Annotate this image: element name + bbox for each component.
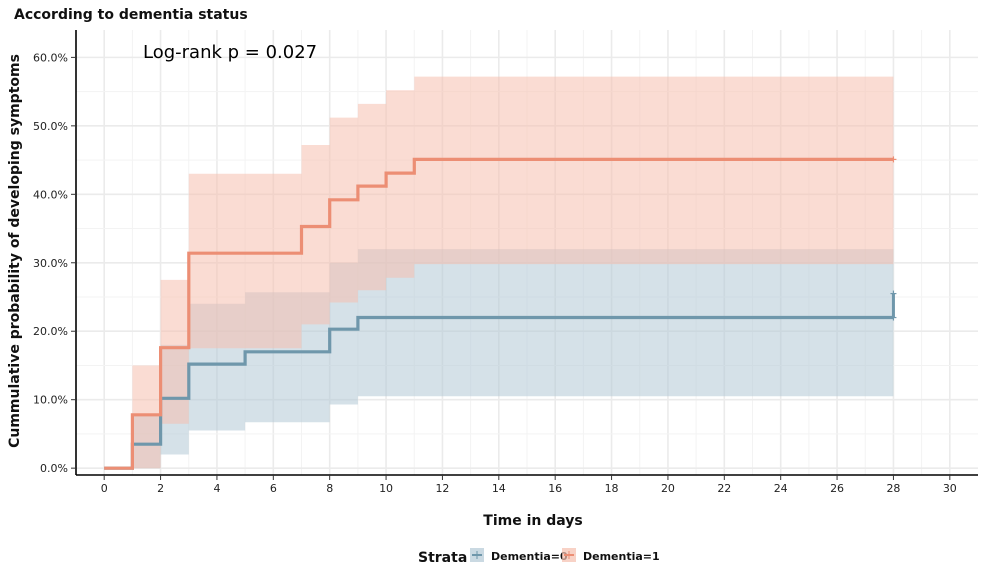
x-tick-label: 22: [717, 482, 731, 495]
x-tick-label: 24: [774, 482, 788, 495]
y-tick-label: 30.0%: [33, 257, 68, 270]
y-tick-label: 0.0%: [40, 462, 68, 475]
x-tick-label: 10: [379, 482, 393, 495]
x-tick-label: 20: [661, 482, 675, 495]
y-tick-label: 50.0%: [33, 120, 68, 133]
legend-title: Strata: [418, 550, 467, 566]
y-tick-label: 20.0%: [33, 325, 68, 338]
y-tick-label: 60.0%: [33, 51, 68, 64]
axes: [71, 30, 978, 480]
x-tick-label: 14: [492, 482, 506, 495]
y-tick-label: 10.0%: [33, 394, 68, 407]
x-tick-label: 0: [101, 482, 108, 495]
x-tick-label: 26: [830, 482, 844, 495]
x-tick-label: 2: [157, 482, 164, 495]
logrank-annotation: Log-rank p = 0.027: [143, 42, 317, 63]
x-tick-label: 6: [270, 482, 277, 495]
curve-dementia-1: [104, 157, 894, 470]
x-tick-label: 18: [605, 482, 619, 495]
x-tick-label: 12: [435, 482, 449, 495]
y-tick-label: 40.0%: [33, 188, 68, 201]
legend-label-dementia-1: Dementia=1: [583, 550, 660, 563]
survival-curves: [104, 156, 897, 470]
x-tick-label: 4: [213, 482, 220, 495]
confidence-bands: [104, 76, 894, 469]
curve-dementia-0: [104, 315, 894, 470]
x-tick-label: 30: [943, 482, 957, 495]
legend: Strata Dementia=0 Dementia=1: [418, 548, 660, 566]
tick-labels: 0 2 4 6 8 10 12 14 16 18 20 22 24 26 28 300.0%10.0%20.0…: [33, 51, 957, 495]
y-axis-label: Cummulative probability of developing sy…: [7, 54, 23, 448]
chart-title: According to dementia status: [14, 7, 248, 23]
x-tick-label: 8: [326, 482, 333, 495]
x-tick-label: 28: [886, 482, 900, 495]
legend-label-dementia-0: Dementia=0: [491, 550, 568, 563]
x-tick-label: 16: [548, 482, 562, 495]
x-axis-label: Time in days: [483, 513, 582, 529]
ci-band-dementia-1: [104, 76, 894, 469]
